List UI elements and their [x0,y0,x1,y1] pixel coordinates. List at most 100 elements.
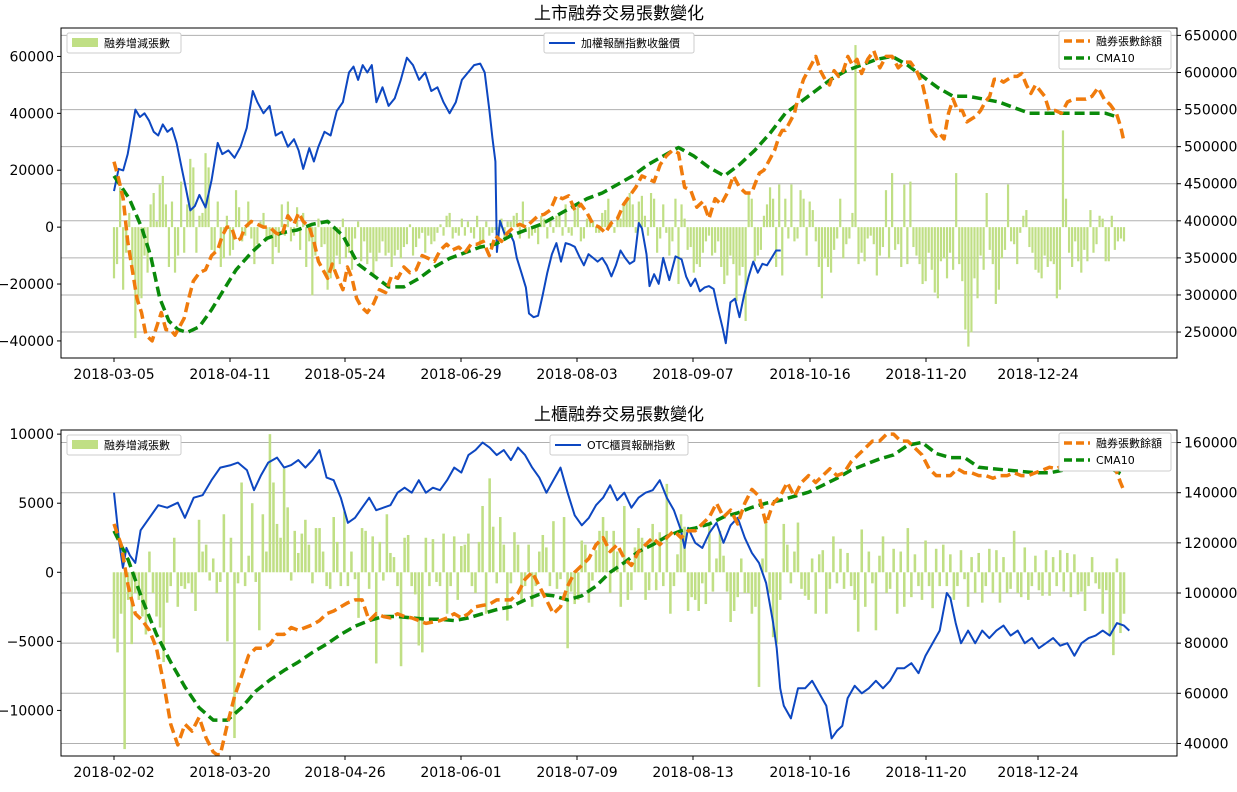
bar [890,173,894,228]
bar [481,505,484,573]
legend-label-cma: CMA10 [1096,454,1135,467]
bar [341,218,344,228]
bar [631,204,634,228]
bar [360,227,363,262]
bar [250,227,253,239]
bar [143,227,146,256]
bar [1086,227,1089,262]
x-tick-label: 2018-05-24 [304,367,385,383]
bar [918,227,921,265]
bar [238,207,241,228]
bar [708,523,711,573]
bar [924,227,927,282]
bar [477,541,481,573]
bar [152,193,155,228]
bar [314,227,317,256]
bar [116,572,119,653]
bar [229,537,233,573]
bar [579,227,582,242]
bar [671,227,674,242]
bar [119,187,122,228]
bar [701,572,704,584]
bar [817,227,820,267]
bar [887,227,891,259]
bar [765,204,769,228]
bar [936,227,939,299]
bar [1122,227,1126,242]
bar [1083,572,1087,611]
bar [738,227,741,276]
bar [793,227,796,242]
bar [750,572,754,614]
bar [690,572,693,598]
x-tick-label: 2018-08-03 [536,367,617,383]
bar [158,184,161,228]
bar [857,227,860,265]
bar [930,227,933,270]
bar [488,478,491,573]
left-tick-label: 20000 [9,163,54,179]
bar [456,572,460,600]
bar [451,227,454,239]
bar [803,572,807,596]
bar [1034,227,1037,270]
bar [491,227,494,233]
bar [860,227,863,253]
bar [261,514,265,573]
bar [424,227,427,253]
bar [198,215,201,228]
bar [1040,227,1043,279]
bar [485,221,488,228]
bar [817,554,821,573]
bar [204,544,208,573]
bar [272,482,275,573]
bar [332,517,335,573]
bar [366,227,369,265]
legend-box-lines [1058,30,1172,70]
bar [545,547,548,573]
bar [633,547,637,573]
bar [927,227,930,253]
bar [768,572,771,593]
bar [1073,554,1076,573]
bar [1043,227,1046,256]
bar [1016,572,1019,593]
legend-box-index [543,32,695,54]
bar [717,227,720,242]
right-tick-label: 160000 [1184,436,1237,452]
right-axis: 650000 600000 550000 500000 450000 400000 3500… [1177,28,1237,341]
bar [506,572,509,621]
bar [961,227,964,282]
bar [665,227,668,233]
bar [949,554,952,573]
bar [963,572,966,580]
bar [869,227,872,236]
bar [732,572,736,611]
bar [396,227,399,250]
chart-panel-2: 上櫃融券交易張數變化 10000 5000 0 −5000 −10000 160000 140… [0,405,1237,781]
bar [495,572,499,584]
bar [871,572,874,584]
bar [938,572,941,587]
right-tick-label: 500000 [1184,140,1237,156]
bar [454,227,457,233]
bar [707,227,711,236]
bar [399,227,402,259]
bar [945,227,949,279]
bar [469,227,473,233]
bar [884,190,888,228]
bar [233,572,236,739]
bar [112,572,116,639]
x-tick-label: 2018-06-01 [420,765,501,781]
legend-box-index [549,434,689,456]
bar [604,210,607,228]
bar [1098,215,1101,228]
bar [1006,184,1010,228]
bar [137,227,140,302]
left-tick-label: −20000 [0,277,54,293]
bar [829,227,833,273]
bar [521,201,524,228]
bar [268,227,271,239]
bar [662,204,665,228]
bar [378,541,382,573]
